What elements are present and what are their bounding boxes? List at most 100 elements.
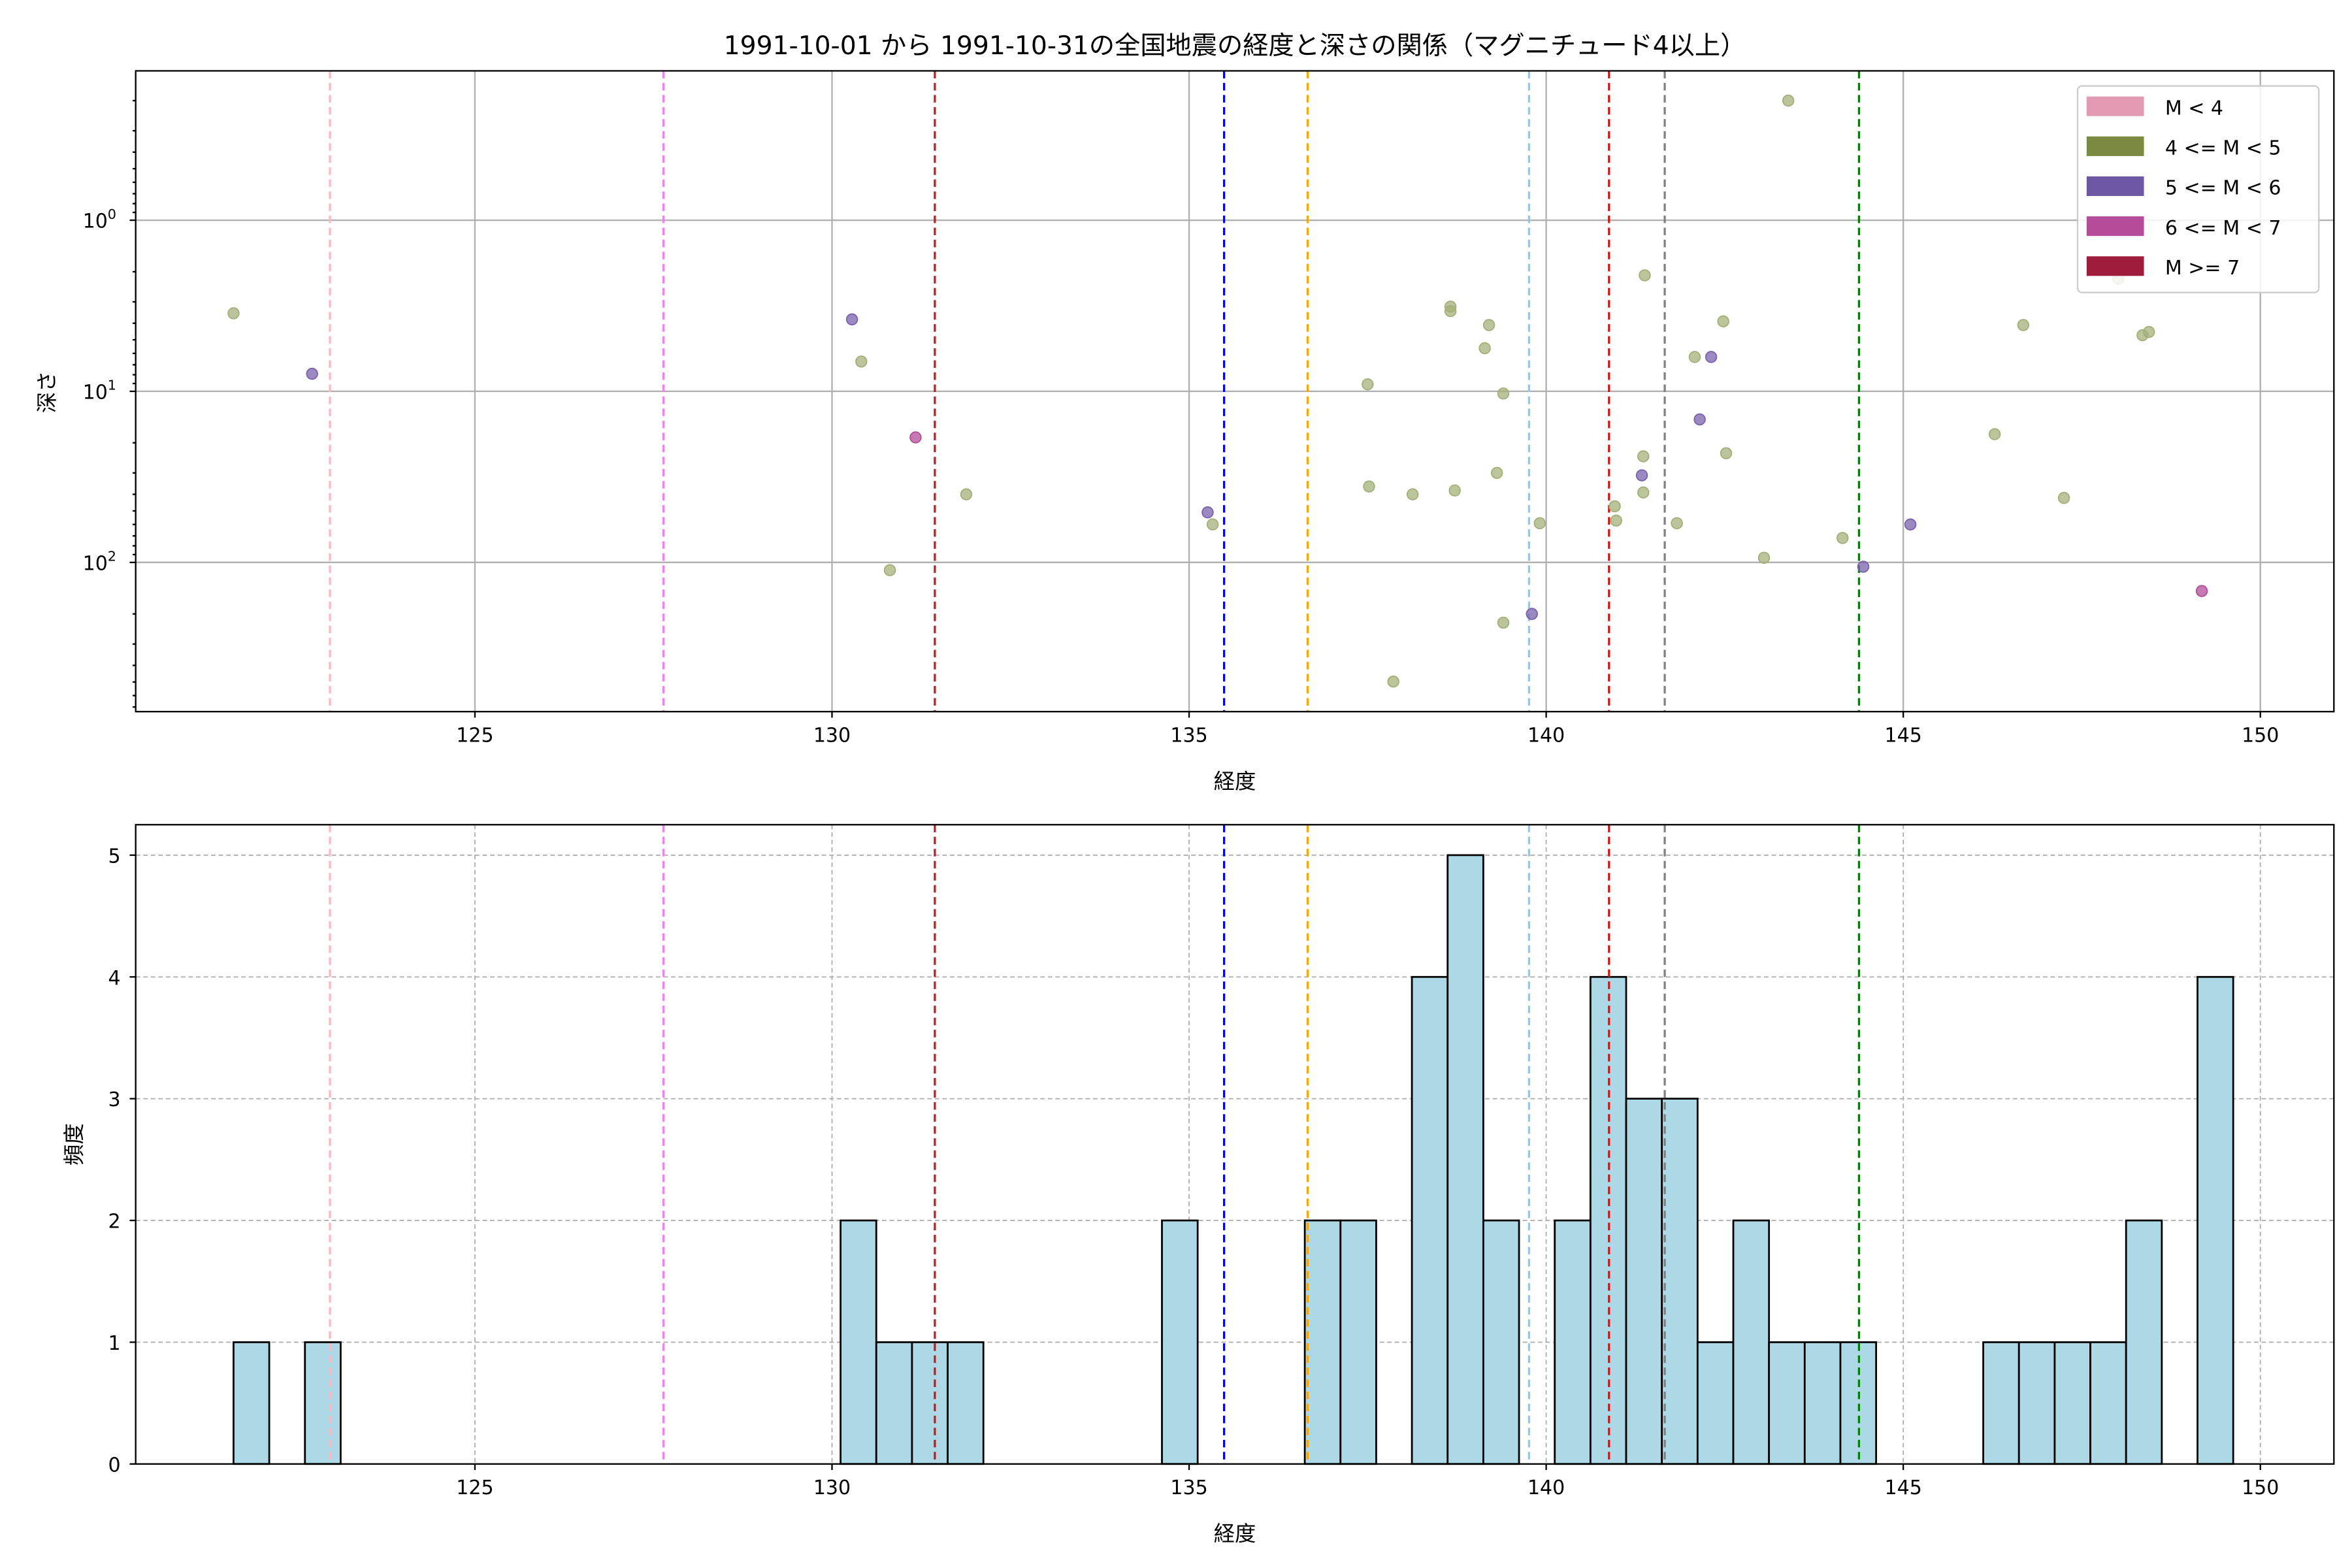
data-point <box>2195 585 2208 597</box>
legend-swatch <box>2086 216 2144 237</box>
data-point <box>845 313 858 326</box>
histogram-bar <box>875 1341 913 1465</box>
histogram-bar <box>1803 1341 1842 1465</box>
data-point <box>1693 413 1706 426</box>
data-point <box>2017 319 2030 331</box>
x-tick-label: 145 <box>1885 1477 1922 1499</box>
data-point <box>1478 342 1491 355</box>
x-tick-label: 130 <box>813 1477 851 1499</box>
data-point <box>1362 378 1374 391</box>
data-point <box>1757 551 1771 564</box>
legend-swatch <box>2086 256 2144 276</box>
x-tick-label: 135 <box>1170 1477 1207 1499</box>
scatter-x-axis-label: 経度 <box>1214 769 1256 794</box>
data-point <box>1857 561 1870 573</box>
histogram-bar <box>911 1341 949 1465</box>
data-point <box>1609 500 1621 513</box>
data-point <box>1688 351 1701 363</box>
data-point <box>1705 351 1718 363</box>
data-point <box>1610 514 1622 527</box>
chart-title: 1991-10-01 から 1991-10-31の全国地震の経度と深さの関係（マ… <box>724 31 1746 61</box>
data-point <box>1206 518 1219 531</box>
data-point <box>1526 608 1538 620</box>
legend-swatch <box>2086 96 2144 116</box>
x-tick-label: 140 <box>1527 1477 1565 1499</box>
y-tick-label: 101 <box>83 378 116 404</box>
x-tick-label: 125 <box>456 1477 493 1499</box>
y-tick-label: 1 <box>108 1332 121 1355</box>
legend: M < 4 4 <= M < 5 5 <= M < 6 6 <= M < 7 M >= … <box>2076 85 2320 293</box>
x-tick-label: 140 <box>1527 724 1565 747</box>
y-tick-label: 5 <box>108 845 121 868</box>
histogram-bar <box>1303 1219 1342 1465</box>
scatter-y-axis-label: 深さ <box>35 371 59 414</box>
data-point <box>1717 315 1729 328</box>
data-point <box>227 307 240 319</box>
histogram-bar <box>1661 1098 1699 1465</box>
histogram-y-axis-label: 頻度 <box>62 1123 87 1166</box>
y-tick-label: 0 <box>108 1454 121 1477</box>
histogram-bar <box>1554 1219 1592 1465</box>
data-point <box>1533 517 1546 530</box>
data-point <box>1444 305 1457 318</box>
histogram-bar <box>1411 975 1449 1465</box>
legend-label: 6 <= M < 7 <box>2165 217 2281 240</box>
data-point <box>1782 94 1795 107</box>
scatter-plot: 125 130 135 140 145 150 100 101 102 M < 4 4 <= M <… <box>83 70 2335 747</box>
legend-swatch <box>2086 136 2144 156</box>
legend-label: 5 <= M < 6 <box>2165 177 2281 200</box>
histogram-bar <box>2197 975 2234 1465</box>
y-tick-label: 100 <box>83 206 116 233</box>
histogram-bar <box>1732 1219 1771 1465</box>
data-point <box>1482 319 1495 331</box>
data-point <box>1637 450 1650 463</box>
data-point <box>1635 469 1648 482</box>
histogram-bar <box>947 1341 985 1465</box>
x-tick-label: 130 <box>813 724 851 747</box>
histogram-bar <box>2089 1341 2127 1465</box>
legend-swatch <box>2086 176 2144 196</box>
data-point <box>883 564 896 576</box>
y-tick-label: 3 <box>108 1088 121 1111</box>
legend-label: M < 4 <box>2165 97 2223 120</box>
histogram-bar <box>1589 975 1627 1465</box>
x-tick-label: 145 <box>1885 724 1922 747</box>
plot-frame <box>135 70 2335 713</box>
data-point <box>1448 484 1461 497</box>
histogram-bar <box>1625 1098 1663 1465</box>
data-point <box>1363 480 1375 493</box>
histogram-bar <box>1768 1341 1806 1465</box>
histogram-plot: 125 130 135 140 145 150 0 1 2 3 4 5 <box>108 824 2335 1499</box>
data-point <box>2142 325 2155 338</box>
x-tick-label: 135 <box>1170 724 1207 747</box>
data-point <box>1387 675 1399 688</box>
data-point <box>1639 269 1651 282</box>
histogram-bar <box>1161 1219 1199 1465</box>
data-point <box>1671 517 1683 530</box>
histogram-bar <box>2017 1341 2056 1465</box>
x-tick-label: 150 <box>2242 1477 2279 1499</box>
data-point <box>909 431 922 444</box>
data-point <box>1720 447 1733 459</box>
histogram-bar <box>2053 1341 2091 1465</box>
data-point <box>1201 506 1214 519</box>
data-point <box>1904 518 1917 531</box>
histogram-bar <box>1339 1219 1377 1465</box>
histogram-bar <box>2125 1219 2163 1465</box>
data-point <box>855 355 868 368</box>
histogram-bar <box>233 1341 270 1465</box>
histogram-bar <box>1696 1341 1735 1465</box>
data-point <box>1490 466 1503 480</box>
legend-label: 4 <= M < 5 <box>2165 137 2281 160</box>
x-tick-label: 150 <box>2242 724 2279 747</box>
x-tick-label: 125 <box>456 724 493 747</box>
data-point <box>960 488 973 500</box>
histogram-bar <box>304 1341 342 1465</box>
data-point <box>1988 428 2001 440</box>
y-tick-label: 2 <box>108 1211 121 1233</box>
plot-frame <box>135 824 2335 1465</box>
histogram-x-axis-label: 経度 <box>1214 1521 1256 1546</box>
y-tick-label: 4 <box>108 967 121 990</box>
histogram-bar <box>1446 854 1484 1465</box>
